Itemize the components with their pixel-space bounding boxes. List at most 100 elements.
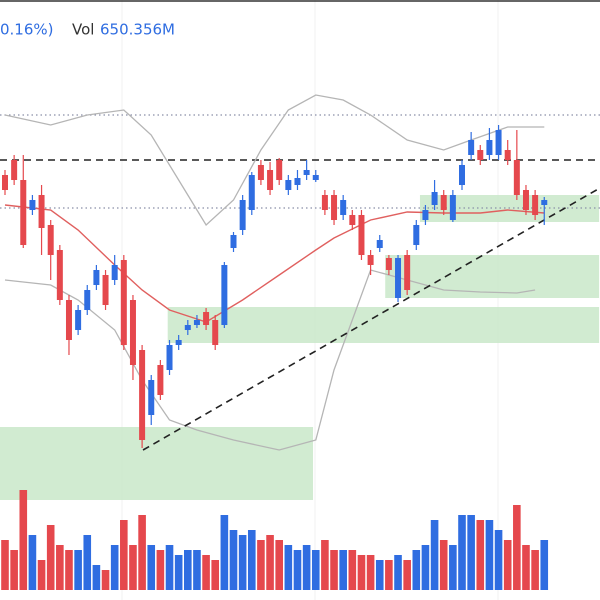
candle-body <box>404 255 411 290</box>
candle-body <box>267 170 274 190</box>
volume-bars <box>1 490 549 590</box>
candle-body <box>395 258 402 298</box>
volume-bar <box>10 550 18 590</box>
candle-body <box>312 175 319 180</box>
volume-bar <box>476 520 485 590</box>
upper-band <box>4 94 545 227</box>
volume-bar <box>37 560 46 590</box>
zone <box>385 255 600 298</box>
candle-body <box>120 260 127 345</box>
volume-bar <box>385 560 393 590</box>
volume-bar <box>147 545 156 590</box>
candle-body <box>331 195 338 220</box>
volume-bar <box>257 540 265 590</box>
candle-body <box>321 195 328 210</box>
candle-body <box>513 160 520 195</box>
candle-body <box>385 258 392 270</box>
candle-body <box>65 300 72 340</box>
volume-bar <box>293 550 302 590</box>
candle-body <box>449 195 456 220</box>
candle-body <box>248 175 255 210</box>
volume-bar <box>522 545 530 590</box>
volume-bar <box>366 555 375 590</box>
candle-body <box>340 200 347 215</box>
volume-bar <box>247 530 256 590</box>
volume-bar <box>503 540 512 590</box>
volume-bar <box>266 535 274 590</box>
volume-bar <box>74 550 82 590</box>
volume-bar <box>28 535 37 590</box>
candle-body <box>166 345 173 370</box>
candle-body <box>358 215 365 255</box>
vol-label: Vol <box>72 21 94 39</box>
volume-bar <box>513 505 521 590</box>
candle-body <box>230 235 237 248</box>
candle-body <box>212 320 219 345</box>
volume-bar <box>229 530 238 590</box>
candle-body <box>285 180 292 190</box>
candle-body <box>495 130 502 155</box>
candle-body <box>38 195 45 228</box>
volume-bar <box>330 550 338 590</box>
volume-bar <box>302 545 311 590</box>
candle-body <box>413 225 420 245</box>
candle-body <box>2 175 8 190</box>
volume-bar <box>275 540 283 590</box>
candle-body <box>93 270 100 285</box>
volume-bar <box>92 565 101 590</box>
volume-bar <box>101 570 110 590</box>
volume-bar <box>238 535 247 590</box>
candle-body <box>56 250 63 300</box>
volume-bar <box>65 550 73 590</box>
zone <box>0 427 314 500</box>
candle-body <box>294 178 301 185</box>
candles <box>2 125 548 448</box>
volume-bar <box>19 490 28 590</box>
volume-bar <box>421 545 430 590</box>
candle-body <box>148 380 155 415</box>
volume-bar <box>357 555 366 590</box>
volume-bar <box>485 520 494 590</box>
volume-bar <box>156 550 165 590</box>
volume-bar <box>184 550 192 590</box>
candle-body <box>203 312 210 325</box>
volume-bar <box>321 540 329 590</box>
candle-body <box>129 300 136 365</box>
candle-body <box>276 160 283 180</box>
candle-body <box>29 200 36 210</box>
volume-bar <box>467 515 475 590</box>
volume-bar <box>311 550 320 590</box>
volume-bar <box>458 515 466 590</box>
candle-body <box>376 240 383 248</box>
volume-bar <box>120 520 128 590</box>
candle-body <box>431 192 438 205</box>
volume-bar <box>339 550 347 590</box>
volume-bar <box>531 550 539 590</box>
volume-bar <box>403 560 411 590</box>
volume-bar <box>56 545 64 590</box>
candle-body <box>257 165 264 180</box>
candle-body <box>102 275 109 305</box>
volume-bar <box>1 540 9 590</box>
indicator-lines <box>0 94 600 451</box>
candle-body <box>47 225 54 255</box>
candle-body <box>422 210 429 220</box>
candle-body <box>157 365 164 395</box>
volume-bar <box>83 535 92 590</box>
candle-body <box>459 165 465 185</box>
vol-value: 650.356M <box>100 21 175 39</box>
volume-bar <box>394 555 402 590</box>
volume-bar <box>540 540 549 590</box>
volume-bar <box>375 560 384 590</box>
volume-bar <box>430 520 439 590</box>
volume-bar <box>439 540 448 590</box>
volume-bar <box>220 515 229 590</box>
trendline <box>142 187 600 451</box>
volume-bar <box>494 530 503 590</box>
change-text: 0.16%) <box>0 21 54 39</box>
volume-bar <box>412 550 421 590</box>
candle-body <box>440 195 447 210</box>
volume-bar <box>193 550 201 590</box>
